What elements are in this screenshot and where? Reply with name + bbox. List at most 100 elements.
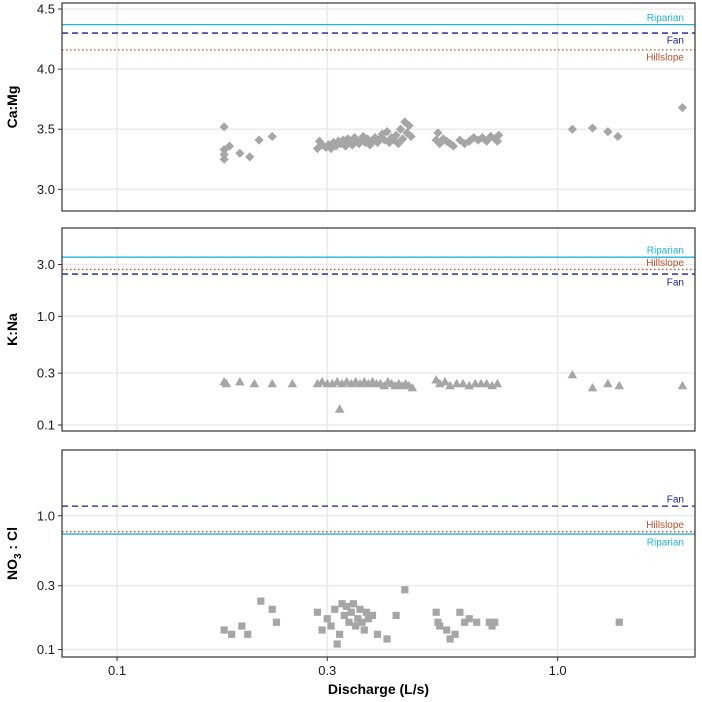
data-point [443,626,451,634]
data-point [364,615,373,623]
data-point [323,140,334,150]
data-point [238,622,246,630]
data-point [338,135,348,145]
y-tick-label: 0.3 [37,578,55,593]
data-point [492,378,503,388]
data-point [349,600,358,608]
data-point [377,129,387,139]
data-point [343,134,353,144]
y-tick-label: 0.3 [37,366,55,381]
ref-label-riparian: Riparian [647,13,684,24]
data-point [435,139,445,149]
panel-k-na-background [62,228,695,431]
data-point [323,615,331,623]
data-point [267,378,278,388]
data-point [219,154,229,164]
data-point [402,128,412,138]
data-point [349,133,360,143]
x-tick-label: 0.3 [318,663,336,678]
data-point [220,626,228,634]
y-axis-title-ca-mg: Ca:Mg [4,86,20,129]
data-point [254,135,264,145]
data-point [382,127,392,137]
data-point [587,123,598,133]
ref-label-riparian: Riparian [647,538,684,549]
data-point [362,608,370,616]
data-point [347,608,355,616]
data-point [268,605,276,613]
data-point [400,117,410,127]
data-point [267,131,277,142]
data-point [354,615,362,623]
y-axis-title-k-na: K:Na [4,313,20,346]
panel-no3-cl-background [62,450,695,657]
data-point [313,608,322,616]
data-point [473,618,481,626]
data-point [465,615,473,623]
y-tick-label: 0.1 [37,417,55,432]
data-point [249,378,260,388]
panel-k-na-border [61,227,696,432]
data-point [340,611,348,620]
data-point [404,121,414,131]
ref-label-fan: Fan [667,495,684,506]
data-point [257,597,265,605]
data-point [456,608,464,616]
data-point [401,586,409,594]
data-point [458,378,468,388]
data-point [473,135,483,145]
x-tick-label: 0.1 [108,663,126,678]
data-point [318,626,326,634]
data-point [469,133,479,143]
data-point [343,602,351,611]
data-point [383,635,391,643]
y-tick-label: 1.0 [37,309,55,324]
data-point [398,134,408,144]
y-tick-label: 0.1 [37,642,55,657]
data-point [327,622,335,630]
data-point [244,630,252,638]
data-point [461,618,469,626]
data-point [406,131,416,142]
x-tick-label: 1.0 [549,663,567,678]
data-point [336,630,344,638]
data-point [615,618,623,626]
data-point [235,148,245,158]
data-point [356,135,366,145]
data-point [436,622,444,630]
y-axis-title-no3-cl: NO3 : Cl [4,527,24,580]
data-point [395,124,406,134]
data-point [446,635,454,643]
data-point [228,630,236,638]
ref-label-hillslope: Hillslope [646,52,684,63]
data-point [334,404,345,413]
data-point [340,141,351,151]
data-point [567,124,577,134]
panel-no3-cl-border [61,449,696,658]
data-point [331,605,339,613]
data-point [360,626,368,634]
data-point [677,103,688,113]
data-point [448,141,459,151]
data-point [491,618,499,626]
data-point [345,618,353,626]
data-point [272,618,281,626]
data-point [407,382,418,392]
ref-label-hillslope: Hillslope [646,258,684,269]
data-point [481,378,492,388]
data-point [338,600,346,608]
data-point [389,135,399,145]
y-tick-label: 3.5 [37,122,55,137]
panel-ca-mg-border [61,2,696,212]
data-point [380,135,390,145]
data-point [333,640,341,648]
ref-label-fan: Fan [667,278,684,289]
data-point [314,136,325,146]
data-point [287,378,298,388]
data-point [567,369,578,379]
ref-label-riparian: Riparian [647,246,684,257]
data-point [488,622,496,630]
data-point [613,131,623,142]
data-point [434,618,442,626]
y-tick-label: 4.5 [37,2,55,17]
